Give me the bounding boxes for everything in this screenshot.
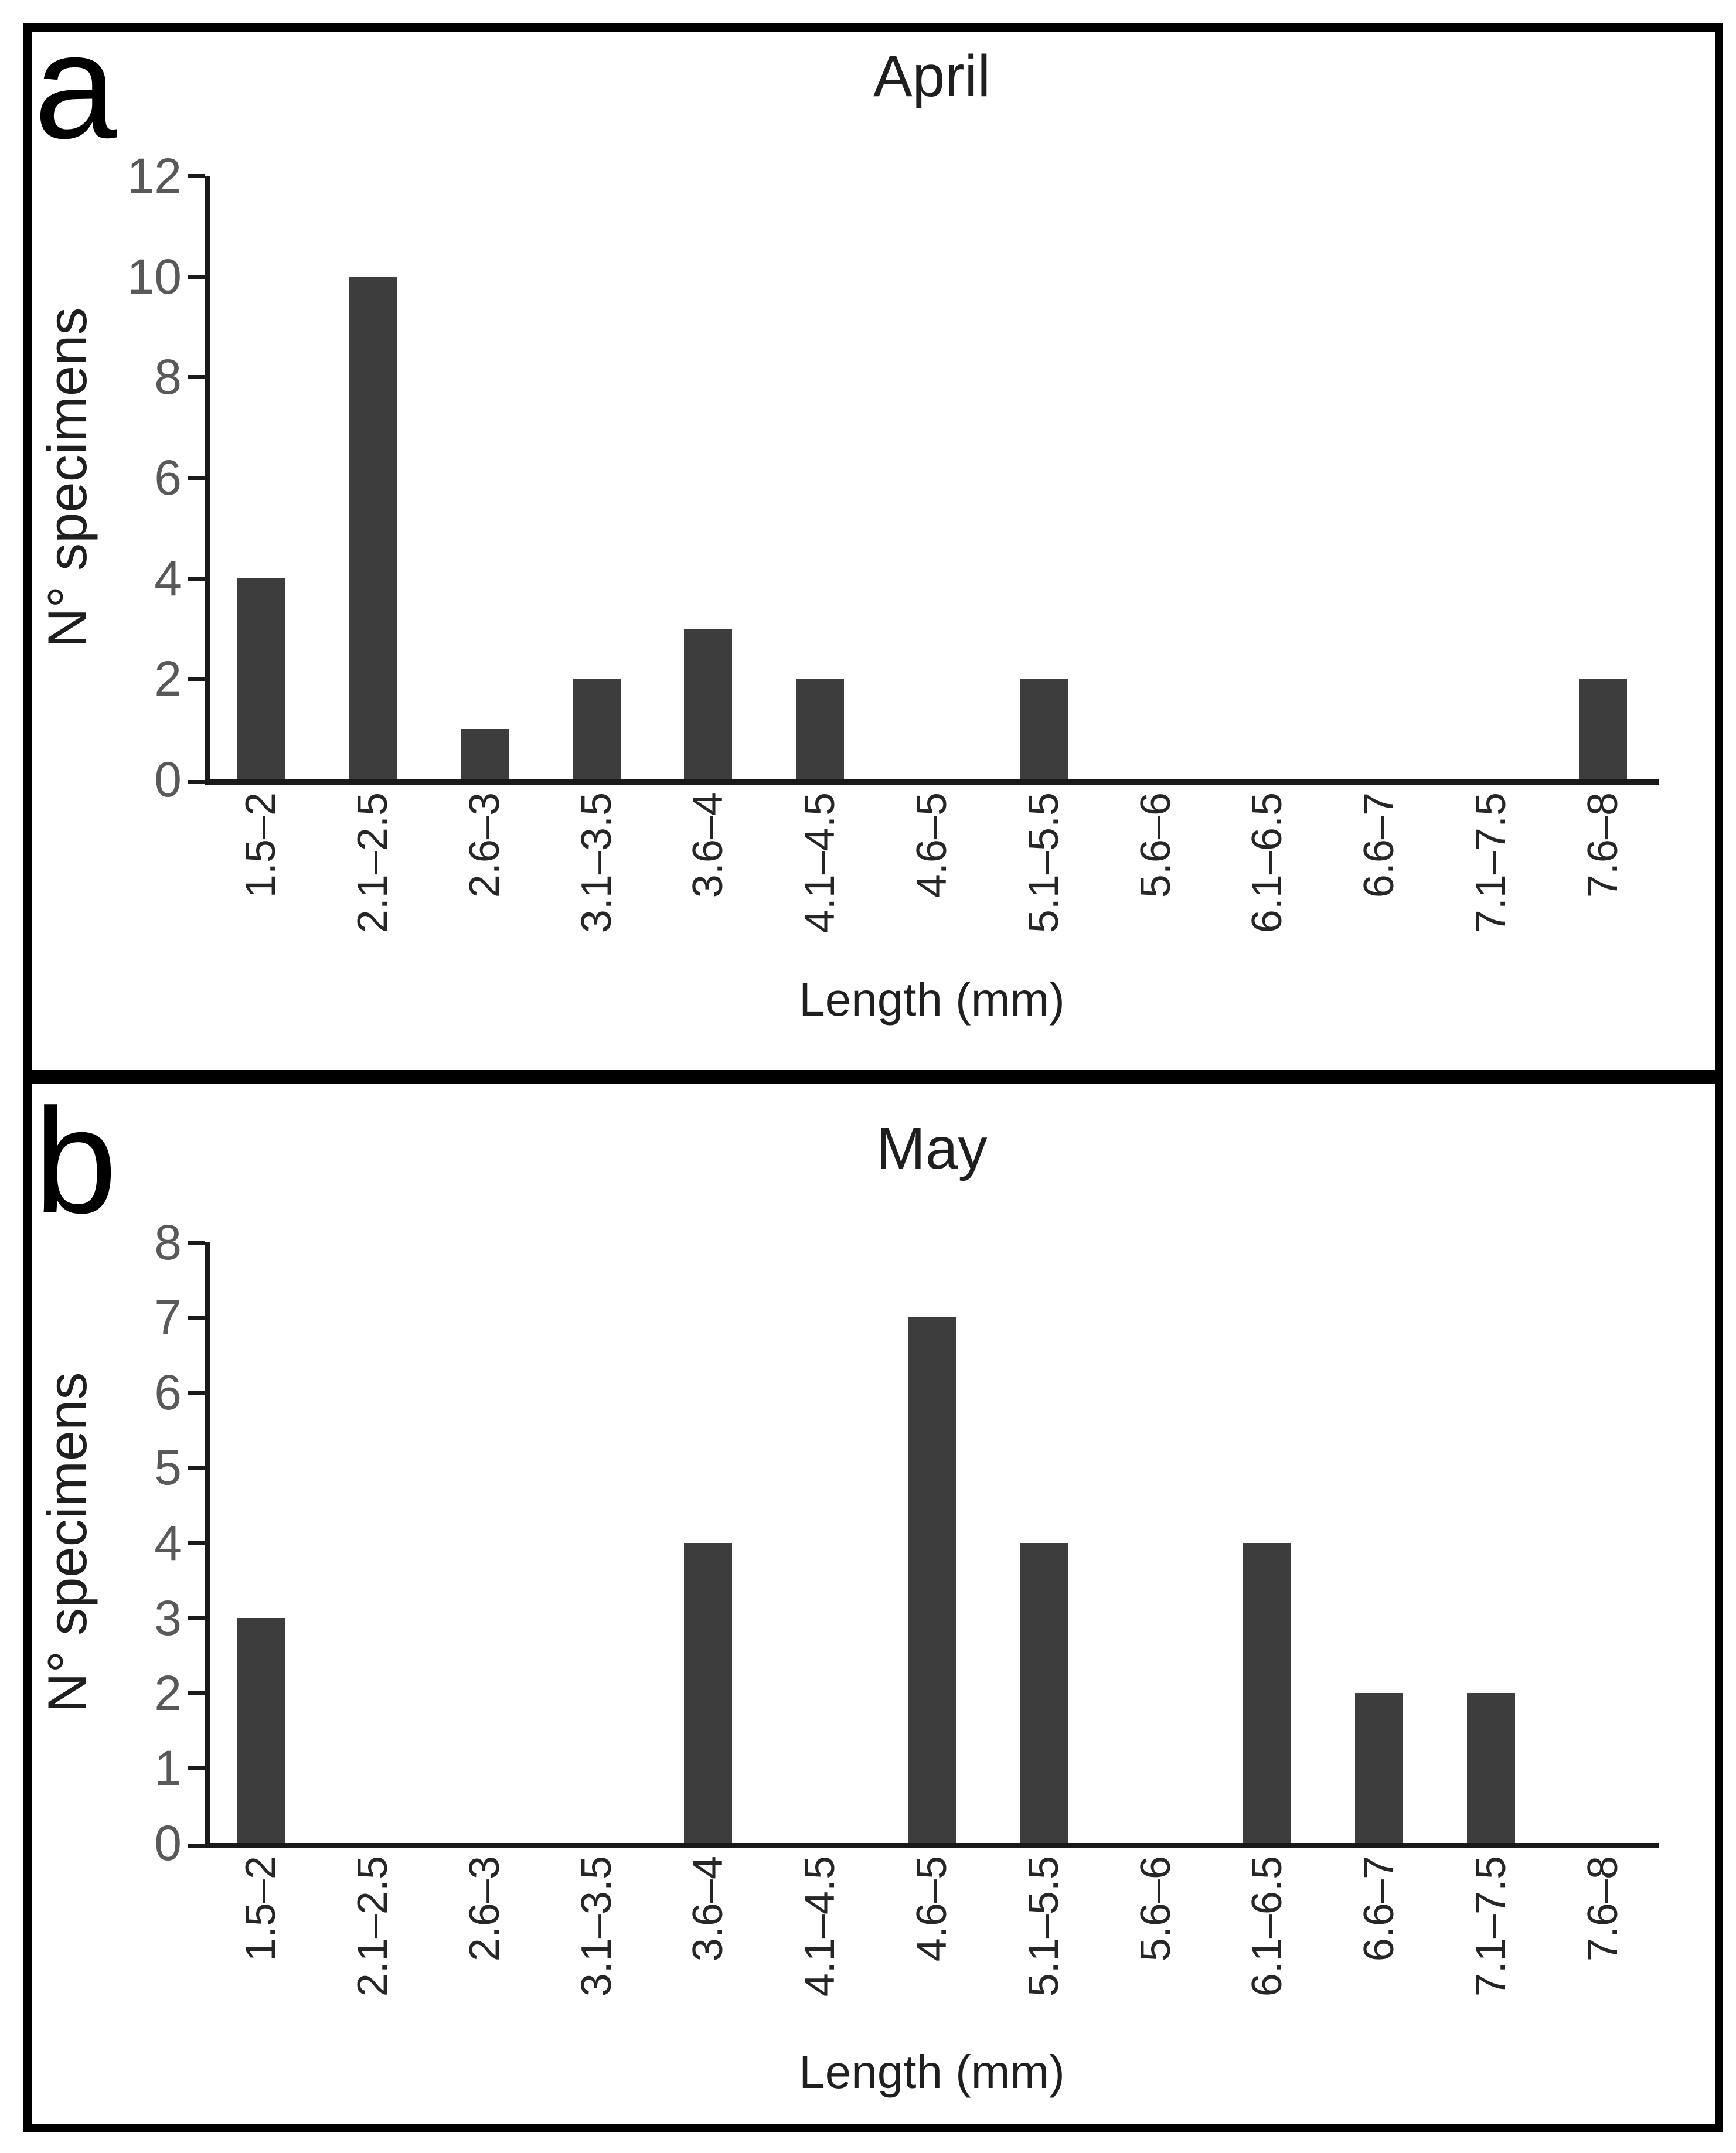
y-tick-mark (188, 1466, 205, 1470)
y-tick-label: 2 (154, 651, 182, 707)
x-category-label: 6.1–6.5 (1244, 1856, 1291, 1997)
y-tick-mark (188, 576, 205, 581)
bar (1466, 1692, 1515, 1843)
bar (237, 578, 285, 779)
bar (460, 729, 509, 779)
panel-letter-a: a (34, 3, 117, 170)
x-category-label: 6.6–7 (1356, 1856, 1403, 1962)
bar (908, 1317, 956, 1843)
x-axis-title-may: Length (mm) (799, 2046, 1065, 2098)
y-tick-label: 8 (154, 349, 182, 405)
bar (237, 1617, 285, 1843)
bar (1243, 1542, 1292, 1843)
bar (1578, 679, 1627, 779)
y-tick-mark (188, 780, 205, 784)
y-tick-label: 4 (154, 550, 182, 606)
x-category-label: 2.6–3 (461, 1856, 508, 1962)
bar (684, 1542, 733, 1843)
bar (1019, 679, 1068, 779)
x-category-label: 4.1–4.5 (796, 1856, 844, 1997)
y-tick-mark (188, 677, 205, 682)
x-category-label: 3.6–4 (685, 1856, 732, 1962)
bar (1019, 1542, 1068, 1843)
y-tick-label: 10 (127, 248, 182, 304)
x-category-label: 1.5–2 (237, 1856, 285, 1962)
y-tick-label: 3 (154, 1590, 182, 1646)
y-tick-label: 6 (154, 1365, 182, 1420)
y-tick-label: 4 (154, 1515, 182, 1571)
y-axis-line (205, 176, 210, 785)
y-tick-mark (188, 1391, 205, 1395)
y-tick-label: 2 (154, 1665, 182, 1721)
x-category-label: 5.1–5.5 (1020, 1856, 1067, 1997)
bar (1355, 1692, 1404, 1843)
x-category-label: 7.1–7.5 (1467, 1856, 1514, 1997)
y-tick-mark (188, 1691, 205, 1695)
x-category-label: 3.1–3.5 (573, 1856, 620, 1997)
panel-letter-b: b (34, 1078, 117, 1245)
y-tick-label: 7 (154, 1290, 182, 1345)
bar (349, 276, 397, 779)
y-tick-mark (188, 274, 205, 279)
y-tick-mark (188, 476, 205, 480)
y-tick-mark (188, 1241, 205, 1245)
y-tick-label: 1 (154, 1740, 182, 1796)
y-tick-label: 12 (127, 148, 182, 203)
bar (796, 679, 845, 779)
chart-title-april: April (873, 43, 991, 109)
panel-divider (23, 1070, 1723, 1084)
bar (684, 628, 733, 779)
y-tick-label: 0 (154, 752, 182, 807)
y-tick-label: 6 (154, 450, 182, 505)
y-tick-label: 0 (154, 1815, 182, 1871)
x-category-label: 5.6–6 (1132, 1856, 1179, 1962)
y-tick-mark (188, 1616, 205, 1620)
x-axis-line (205, 779, 1659, 785)
x-category-label: 4.6–5 (908, 1856, 955, 1962)
y-tick-mark (188, 375, 205, 380)
y-tick-label: 5 (154, 1440, 182, 1495)
x-axis-title-april: Length (mm) (799, 973, 1065, 1026)
bar (572, 679, 621, 779)
y-tick-mark (188, 1541, 205, 1545)
chart-title-may: May (876, 1116, 988, 1181)
x-category-label: 2.1–2.5 (349, 1856, 397, 1997)
y-tick-label: 8 (154, 1215, 182, 1270)
y-axis-line (205, 1242, 210, 1848)
y-tick-mark (188, 1316, 205, 1320)
x-category-label: 7.6–8 (1579, 1856, 1626, 1962)
y-tick-mark (188, 1844, 205, 1848)
y-tick-mark (188, 174, 205, 178)
y-tick-mark (188, 1766, 205, 1770)
x-axis-line (205, 1843, 1659, 1848)
